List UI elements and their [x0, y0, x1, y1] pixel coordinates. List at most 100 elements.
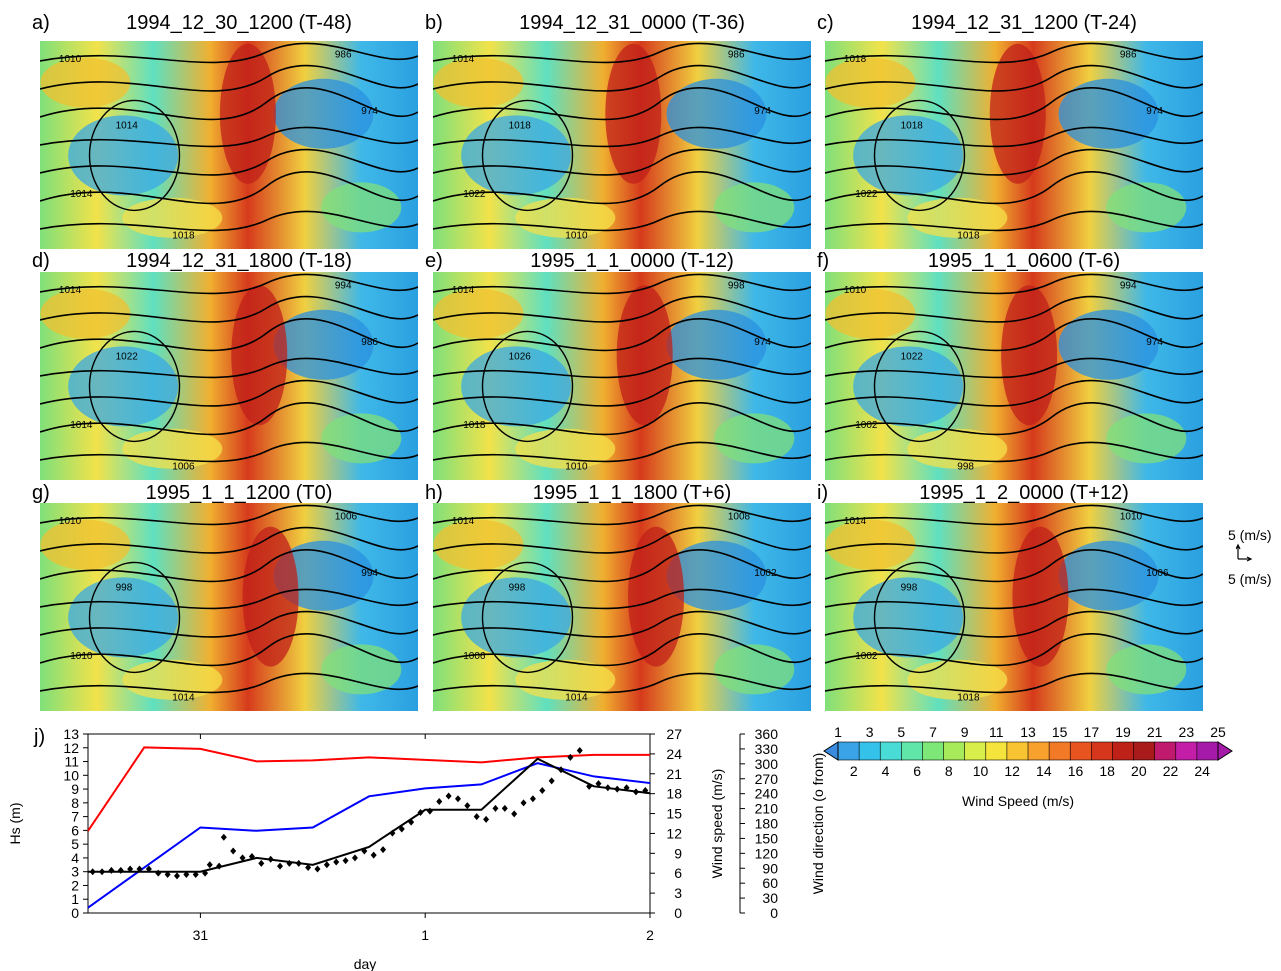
colorbar-swatch — [901, 741, 924, 761]
colorbar-tick-label: 23 — [1179, 724, 1195, 740]
observed-hs-point — [183, 870, 190, 878]
colorbar-graphic: 1 3 5 7 9 11 13 15 17 19 21 23 252 4 6 8 10 12 14 16 18 20 22 2… — [823, 724, 1233, 779]
wind-field-map: 1010 986 974 1014 1014 1018 — [40, 41, 418, 249]
panel-letter: c) — [817, 12, 834, 34]
wind-field-graphic: 1014 994 986 1022 1014 1006 — [40, 272, 418, 480]
panel-letter: a) — [32, 12, 50, 34]
observed-hs-point — [623, 784, 630, 792]
wind-speed-tick-label: 12 — [666, 825, 682, 841]
plot-frame — [87, 733, 651, 914]
isobar-label: 994 — [1120, 281, 1137, 292]
colorbar-swatch — [1133, 741, 1156, 761]
observed-hs-point — [173, 872, 180, 880]
colorbar-max-arrow — [1217, 741, 1233, 761]
hs-tick-label: 5 — [71, 836, 79, 852]
observed-hs-point — [492, 804, 499, 812]
isobar-label: 974 — [361, 106, 378, 117]
observed-hs-point — [445, 792, 452, 800]
hs-tick-label: 2 — [71, 877, 79, 893]
isobar-label: 1026 — [509, 351, 532, 362]
colorbar-title: Wind Speed (m/s) — [962, 793, 1075, 809]
observed-hs-point — [202, 869, 209, 877]
isobar-label: 1006 — [463, 651, 486, 662]
observed-hs-point — [127, 865, 134, 873]
observed-hs-point — [380, 846, 387, 854]
colorbar-tick-label: 9 — [961, 724, 969, 740]
wind-field-map: 1014 1010 1006 998 1002 1018 — [825, 503, 1203, 711]
observed-hs-point — [206, 861, 213, 869]
observed-hs-point — [370, 851, 377, 859]
isobar-label: 998 — [116, 582, 133, 593]
panel-title: 1995_1_1_0000 (T-12) — [530, 250, 734, 272]
observed-hs-point — [277, 862, 284, 870]
colorbar-tick-label: 22 — [1163, 763, 1179, 779]
colorbar-tick-label: 12 — [1004, 763, 1020, 779]
wind-field-graphic: 1014 986 974 1018 1022 1010 — [433, 41, 811, 249]
colorbar-swatch — [879, 741, 903, 761]
observed-hs-point — [267, 855, 274, 863]
x-tick-label: 2 — [646, 927, 654, 943]
hs-tick-label: 4 — [71, 850, 79, 866]
colorbar-tick-label: 6 — [913, 763, 921, 779]
isobar-label: 1014 — [452, 285, 475, 296]
observed-hs-point — [248, 853, 255, 861]
hs-tick-label: 8 — [71, 795, 79, 811]
wind-speed-tick-label: 6 — [674, 865, 682, 881]
observed-hs-point — [529, 795, 536, 803]
isobar-label: 1006 — [335, 512, 358, 523]
observed-hs-point — [192, 870, 199, 878]
vector-key: 5 (m/s) 5 (m/s) — [1226, 527, 1281, 593]
observed-hs-point — [164, 870, 171, 878]
panel-letter: d) — [32, 250, 50, 272]
observed-hs-point — [436, 797, 443, 805]
isobar-label: 994 — [361, 568, 378, 579]
isobar-label: 1014 — [172, 693, 195, 704]
wind-speed-tick-label: 0 — [674, 905, 682, 921]
wind-direction-tick-label: 210 — [755, 801, 779, 817]
colorbar-swatch — [1027, 741, 1050, 761]
observed-hs-point — [586, 782, 593, 790]
wind-field-graphic: 1014 1010 1006 998 1002 1018 — [825, 503, 1203, 711]
observed-hs-point — [595, 780, 602, 788]
observed-hs-point — [548, 777, 555, 785]
wind-field-map: 1018 986 974 1018 1022 1018 — [825, 41, 1203, 249]
isobar-label: 1010 — [844, 285, 867, 296]
wind-speed-colorbar: 1 3 5 7 9 11 13 15 17 19 21 23 25 2 4 6 8 10 12 14 16 18 20 22 2… — [820, 722, 1240, 786]
hs-tick-label: 6 — [71, 822, 79, 838]
colorbar-swatch — [964, 741, 987, 761]
isobar-label: 974 — [754, 106, 771, 117]
colorbar-swatch — [922, 741, 945, 761]
isobar-label: 1002 — [855, 651, 878, 662]
observed-hs-point — [473, 813, 480, 821]
observed-hs-point — [89, 868, 96, 876]
observed-hs-point — [117, 866, 124, 874]
colorbar-tick-label: 15 — [1052, 724, 1068, 740]
observed-hs-point — [351, 854, 358, 862]
observed-hs-point — [108, 866, 115, 874]
colorbar-tick-label: 2 — [850, 763, 858, 779]
colorbar-swatch — [1091, 741, 1114, 761]
isobar-label: 1022 — [901, 351, 924, 362]
isobar-label: 998 — [728, 281, 745, 292]
colorbar-tick-label: 19 — [1115, 724, 1131, 740]
isobar-label: 986 — [1120, 50, 1137, 61]
hs-tick-label: 12 — [63, 740, 79, 756]
isobar-label: 1022 — [855, 189, 878, 200]
observed-hs-point — [216, 862, 223, 870]
wind-speed-tick-label: 18 — [666, 786, 682, 802]
observed-hs-point — [576, 747, 583, 755]
wind-field-graphic: 1014 998 974 1026 1018 1010 — [433, 272, 811, 480]
observed-hs-point — [483, 815, 490, 823]
observed-hs-point — [220, 833, 227, 841]
panel-title: 1995_1_1_0600 (T-6) — [927, 250, 1121, 272]
observed-hs-point — [426, 807, 433, 815]
wind-direction-tick-label: 240 — [755, 786, 779, 802]
isobar-label: 1018 — [957, 231, 980, 242]
series-line-hs — [88, 757, 651, 873]
wind-field-map: 1014 986 974 1018 1022 1010 — [433, 41, 811, 249]
vector-key-arrow-icon — [1236, 543, 1253, 562]
isobar-label: 986 — [335, 50, 352, 61]
x-axis-label: day — [354, 956, 377, 971]
isobar-label: 986 — [728, 50, 745, 61]
